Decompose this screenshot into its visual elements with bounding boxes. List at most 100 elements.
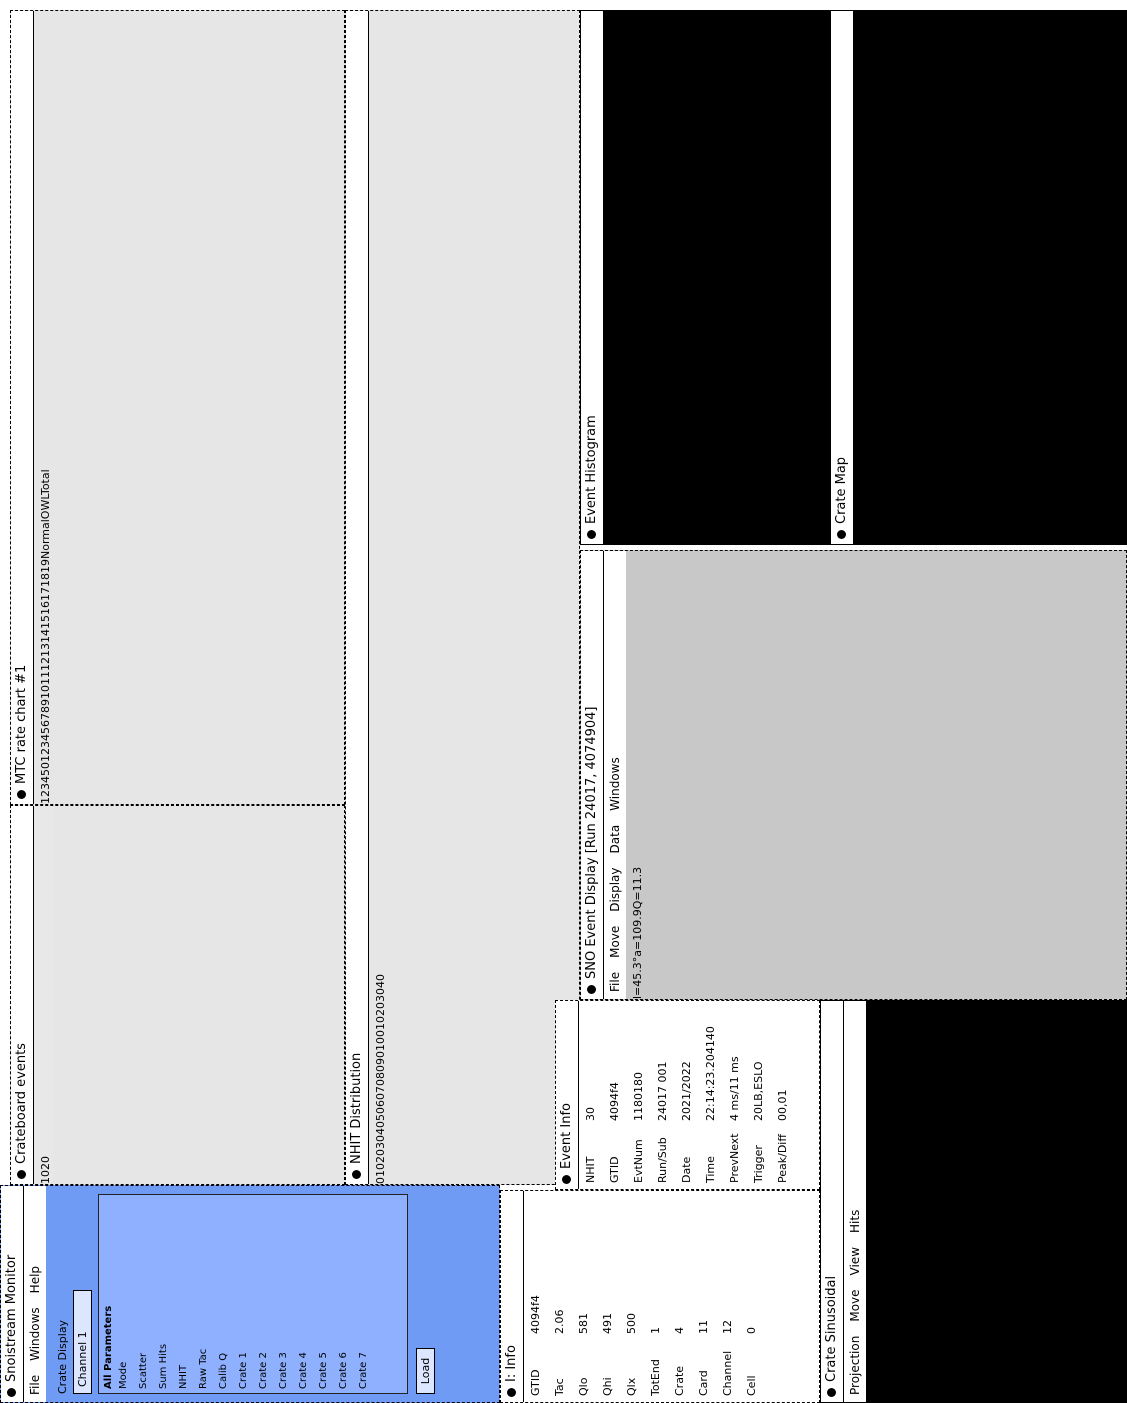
x-tick-label: 16 [39, 601, 52, 615]
field-label: Time [699, 1121, 723, 1189]
x-tick-label: 60 [374, 1093, 387, 1107]
button[interactable]: Load [416, 1348, 435, 1394]
title-bar: Event Info [556, 1001, 579, 1189]
x-tick-label: 10 [374, 1163, 387, 1177]
title-bar: Crate Sinusoidal [821, 1001, 844, 1402]
x-tick-label: 100 [374, 1030, 387, 1051]
crate-label: 2 [859, 523, 872, 530]
y-tick-label: 2 [609, 421, 622, 428]
crate-events-window: Crateboard events 1020 [10, 805, 345, 1185]
event-histogram-window: Event Histogram -5001000250040000246810T… [580, 10, 830, 545]
field-value: 581 [577, 1313, 590, 1334]
info-row: Time22:14:23.204140 [699, 1001, 723, 1189]
menu-item[interactable]: Display [608, 867, 622, 911]
x-tick-label: 6 [39, 720, 52, 727]
nhit-window: NHIT Distribution 0102030405060708090100… [345, 10, 580, 1185]
info-row: Qhi491 [596, 1191, 620, 1402]
menu-item[interactable]: File [608, 972, 622, 992]
y-tick-label: 30 [374, 988, 387, 1002]
info-row: Tac2.06 [548, 1191, 572, 1402]
y-tick-label: 3 [39, 783, 52, 790]
title-bar: Snoistream Monitor [1, 1186, 24, 1402]
window-title: Crateboard events [14, 1043, 29, 1164]
legend-label: Total [39, 469, 52, 495]
field-label: TotEnd [644, 1334, 668, 1402]
x-tick-label: 14 [39, 629, 52, 643]
crate-label: 5 [859, 502, 872, 509]
info-row: GTID4094f4 [524, 1191, 548, 1402]
info-row: Date2021/2022 [675, 1001, 699, 1189]
info-row: Crate4 [668, 1191, 692, 1402]
x-tick-label: 9 [39, 699, 52, 706]
field-label: Channel [716, 1334, 740, 1402]
menu-item[interactable]: Windows [608, 757, 622, 811]
list-item: Raw Tac [198, 1199, 218, 1389]
info-row: Run/Sub24017 001 [651, 1001, 675, 1189]
info-row: Peak/Diff00,01 [771, 1001, 795, 1189]
window-title: SNO Event Display [Run 24017, 4074904] [584, 707, 599, 980]
field-label: Date [675, 1121, 699, 1189]
field-value: 00,01 [776, 1090, 789, 1122]
y-tick-label: 10 [374, 1016, 387, 1030]
field-value: 0 [745, 1327, 758, 1334]
canvas: -5001000250040000246810Tac (raw) [604, 11, 623, 544]
list-item: Crate 1 [238, 1199, 258, 1389]
field-value: 2.06 [553, 1310, 566, 1335]
crate-label: 6 [859, 495, 872, 502]
menu-item[interactable]: File [28, 1375, 42, 1395]
desktop: Snoistream Monitor File Windows Help Crate … [0, 0, 1127, 1403]
info-row: GTID4094f4 [603, 1001, 627, 1189]
field-value: 11 [697, 1320, 710, 1334]
canvas: 012345678910111213141516171819 [854, 11, 873, 544]
menu-item[interactable]: Move [848, 1289, 862, 1321]
menu-item[interactable]: Help [28, 1266, 42, 1293]
field-value: 1 [649, 1327, 662, 1334]
canvas: l=45.3°a=109.9Q=11.3 [626, 551, 645, 999]
field-value: 20LB,ESLO [752, 1062, 765, 1122]
title-bar: Event Histogram [581, 11, 604, 544]
y-tick-label: 4 [609, 414, 622, 421]
window-title: Snoistream Monitor [4, 1255, 19, 1382]
x-tick-label: 7 [39, 713, 52, 720]
field-label: GTID [524, 1334, 548, 1402]
menu-item[interactable]: Windows [28, 1307, 42, 1361]
menu-item[interactable]: View [848, 1247, 862, 1275]
readout: l=45.3° [631, 957, 644, 999]
info-row: Qlo581 [572, 1191, 596, 1402]
window-title: Event Histogram [584, 415, 599, 524]
field-value: 4094f4 [608, 1082, 621, 1121]
menu-item[interactable]: Data [608, 825, 622, 854]
crate-label: 18 [859, 348, 872, 362]
x-tick-label: 12 [39, 657, 52, 671]
window-title: Crate Sinusoidal [824, 1276, 839, 1382]
menu-item[interactable]: Projection [848, 1336, 862, 1395]
y-tick-label: 8 [609, 400, 622, 407]
y-tick-label: 0 [609, 428, 622, 435]
field-value: 24017 001 [656, 1062, 669, 1122]
field-label: Cell [740, 1334, 764, 1402]
crate-label: 16 [859, 376, 872, 390]
y-tick-label: 20 [374, 1002, 387, 1016]
list-item: Sum Hits [158, 1199, 178, 1389]
rate-chart-window: MTC rate chart #1 1234501234567891011121… [10, 10, 345, 805]
x-tick-label: 5 [39, 727, 52, 734]
menu-item[interactable]: Move [608, 926, 622, 958]
info-row: EvtNum1180180 [627, 1001, 651, 1189]
crate-label: 12 [859, 432, 872, 446]
field-label: Card [692, 1334, 716, 1402]
event-display-window: SNO Event Display [Run 24017, 4074904] F… [580, 550, 1127, 1000]
x-tick-label: 90 [374, 1051, 387, 1065]
y-tick-label: 1 [39, 797, 52, 804]
field-value: 2021/2022 [680, 1061, 693, 1121]
window-title: I: Info [504, 1345, 519, 1382]
menu-item[interactable]: Hits [848, 1210, 862, 1233]
field-label: Qlo [572, 1334, 596, 1402]
y-tick-label: 40 [374, 974, 387, 988]
window-title: Crate Map [834, 457, 849, 524]
readout: a=109.9 [631, 909, 644, 956]
canvas: 12345012345678910111213141516171819Norma… [34, 11, 53, 804]
field-label: EvtNum [627, 1121, 651, 1189]
x-tick-label: -500 [609, 519, 622, 544]
